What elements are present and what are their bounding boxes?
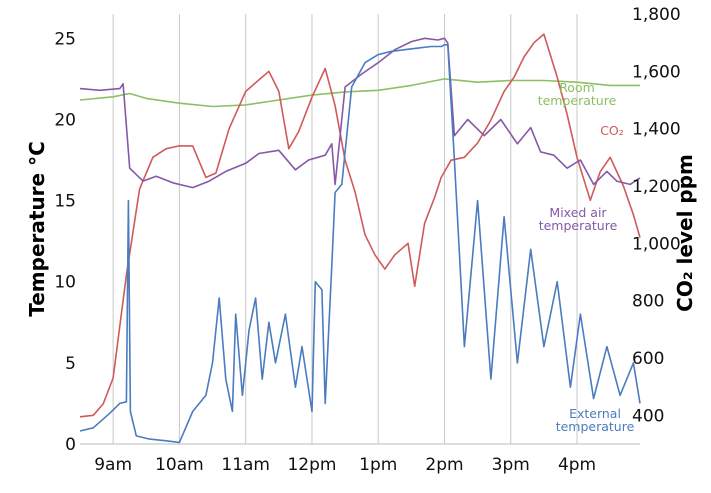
y-left-tick-label: 0 <box>65 435 76 455</box>
y-axis-left-title: Temperature °C <box>25 141 49 317</box>
y-right-tick-label: 1,200 <box>632 177 681 197</box>
x-tick-label: 1pm <box>359 455 397 475</box>
y-right-tick-label: 1,600 <box>632 62 681 82</box>
y-axis-right-title: CO₂ level ppm <box>673 154 697 312</box>
y-right-tick-label: 800 <box>632 292 664 312</box>
y-right-tick-label: 400 <box>632 406 664 426</box>
series-label-0: Room temperature <box>538 80 617 108</box>
series-label-3: External temperature <box>556 406 635 434</box>
y-right-tick-label: 1,400 <box>632 120 681 140</box>
y-left-tick-label: 5 <box>65 354 76 374</box>
x-tick-label: 10am <box>155 455 204 475</box>
plot-area <box>80 14 640 444</box>
x-tick-label: 4pm <box>558 455 596 475</box>
x-tick-label: 11am <box>221 455 270 475</box>
y-right-tick-label: 1,000 <box>632 234 681 254</box>
x-tick-label: 2pm <box>425 455 463 475</box>
x-tick-label: 9am <box>94 455 132 475</box>
y-left-tick-label: 25 <box>54 29 76 49</box>
y-right-tick-label: 1,800 <box>632 5 681 25</box>
y-right-tick-label: 600 <box>632 349 664 369</box>
series-line-3 <box>79 43 641 444</box>
y-left-tick-label: 20 <box>54 110 76 130</box>
y-left-tick-label: 15 <box>54 192 76 212</box>
y-left-tick-label: 10 <box>54 273 76 293</box>
x-tick-label: 3pm <box>492 455 530 475</box>
series-line-1 <box>79 33 641 418</box>
x-tick-label: 12pm <box>287 455 336 475</box>
series-label-2: Mixed air temperature <box>539 205 618 233</box>
series-line-2 <box>79 37 641 189</box>
series-label-1: CO₂ <box>600 123 624 138</box>
